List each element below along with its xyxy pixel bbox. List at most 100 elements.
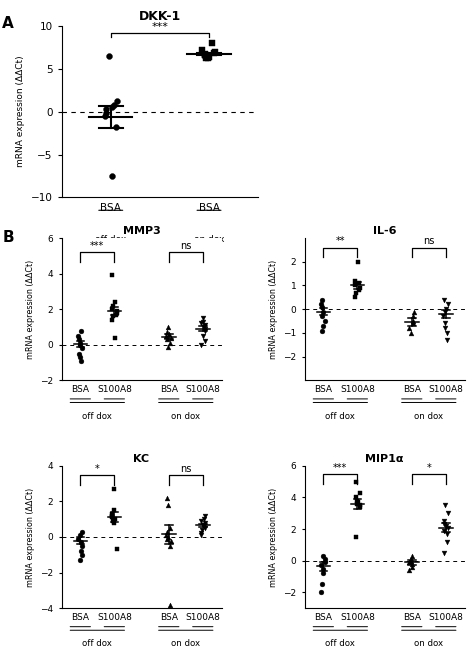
Point [318, 587, 325, 598]
Point [407, 554, 414, 564]
Point [109, 516, 117, 526]
Point [319, 302, 326, 312]
Point [76, 530, 84, 540]
Point [407, 328, 415, 338]
Point [321, 557, 329, 567]
Point [443, 335, 450, 345]
Point [110, 518, 118, 528]
Point [109, 102, 116, 113]
Point [409, 316, 417, 326]
Point [109, 311, 117, 322]
Point [74, 331, 82, 341]
Point [111, 514, 119, 524]
Point [108, 304, 116, 314]
Point [77, 352, 84, 362]
Point [201, 49, 209, 60]
Point [113, 307, 121, 318]
Point [78, 549, 86, 560]
Point [108, 512, 116, 523]
Point [199, 520, 207, 530]
Point [445, 522, 452, 532]
Point [163, 534, 171, 544]
Text: A: A [2, 16, 14, 31]
Point [442, 521, 449, 531]
Text: ns: ns [180, 464, 191, 474]
Point [352, 532, 360, 542]
Point [167, 535, 175, 545]
Point [351, 292, 358, 303]
Point [443, 328, 451, 338]
Point [355, 497, 362, 507]
Point [353, 499, 360, 509]
Point [352, 276, 359, 286]
Point [164, 322, 172, 332]
Text: off dox: off dox [95, 235, 127, 244]
Point [204, 52, 212, 63]
Y-axis label: mRNA expression (ΔΔCt): mRNA expression (ΔΔCt) [26, 259, 35, 359]
Point [441, 307, 449, 317]
Point [77, 356, 85, 366]
Title: KC: KC [134, 454, 150, 464]
Point [206, 52, 213, 62]
Text: on dox: on dox [171, 411, 201, 421]
Point [79, 527, 86, 537]
Point [166, 523, 174, 533]
Point [101, 111, 109, 121]
Point [110, 100, 118, 110]
Point [319, 321, 327, 331]
Text: *: * [95, 464, 100, 474]
Point [113, 96, 121, 107]
Text: *: * [427, 463, 431, 473]
Y-axis label: mRNA expression (ΔΔCt): mRNA expression (ΔΔCt) [269, 487, 278, 587]
Point [440, 311, 447, 322]
Text: off dox: off dox [82, 411, 112, 421]
Point [319, 311, 326, 322]
Point [210, 48, 218, 58]
Text: on dox: on dox [414, 639, 443, 647]
Point [164, 342, 172, 352]
Point [202, 50, 210, 61]
Point [441, 500, 448, 510]
Point [353, 492, 360, 503]
Point [198, 525, 206, 535]
Y-axis label: mRNA expression (ΔΔCt): mRNA expression (ΔΔCt) [26, 487, 35, 587]
Point [201, 510, 209, 521]
Point [319, 564, 327, 574]
Point [318, 294, 326, 305]
Title: MIP1α: MIP1α [365, 454, 404, 464]
Point [108, 509, 116, 519]
Point [201, 523, 209, 533]
Point [441, 318, 448, 329]
Point [109, 171, 116, 181]
Point [201, 50, 209, 60]
Point [409, 559, 416, 569]
Point [197, 318, 205, 329]
Point [319, 325, 326, 336]
Point [102, 104, 110, 115]
Point [199, 316, 207, 327]
Point [212, 47, 219, 58]
Point [319, 307, 327, 317]
Point [201, 514, 208, 524]
Point [109, 300, 116, 311]
Point [163, 327, 171, 338]
Point [356, 283, 364, 293]
Point [76, 555, 84, 565]
Point [408, 551, 416, 561]
Point [199, 313, 207, 324]
Point [164, 527, 171, 537]
Point [74, 534, 82, 544]
Point [113, 544, 120, 554]
Y-axis label: mRNA expression (ΔΔCt): mRNA expression (ΔΔCt) [16, 56, 25, 168]
Point [78, 537, 85, 547]
Point [356, 488, 364, 498]
Point [110, 484, 118, 494]
Point [75, 349, 82, 359]
Point [78, 343, 86, 353]
Point [166, 599, 173, 609]
Point [167, 333, 175, 343]
Point [201, 521, 208, 531]
Text: ***: *** [152, 22, 168, 32]
Point [164, 334, 171, 345]
Text: off dox: off dox [326, 639, 356, 647]
